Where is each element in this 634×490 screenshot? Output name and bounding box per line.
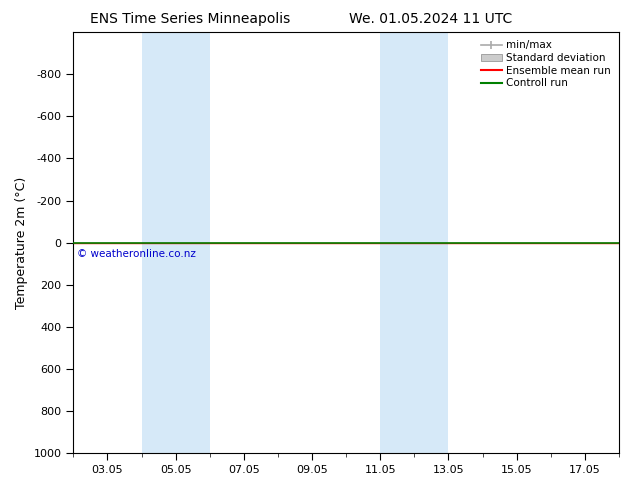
Bar [380, 32, 448, 453]
Text: ENS Time Series Minneapolis: ENS Time Series Minneapolis [90, 12, 290, 26]
Text: We. 01.05.2024 11 UTC: We. 01.05.2024 11 UTC [349, 12, 513, 26]
Text: © weatheronline.co.nz: © weatheronline.co.nz [77, 249, 196, 259]
Y-axis label: Temperature 2m (°C): Temperature 2m (°C) [15, 176, 28, 309]
Bar [141, 32, 210, 453]
Legend: min/max, Standard deviation, Ensemble mean run, Controll run: min/max, Standard deviation, Ensemble me… [478, 37, 614, 92]
